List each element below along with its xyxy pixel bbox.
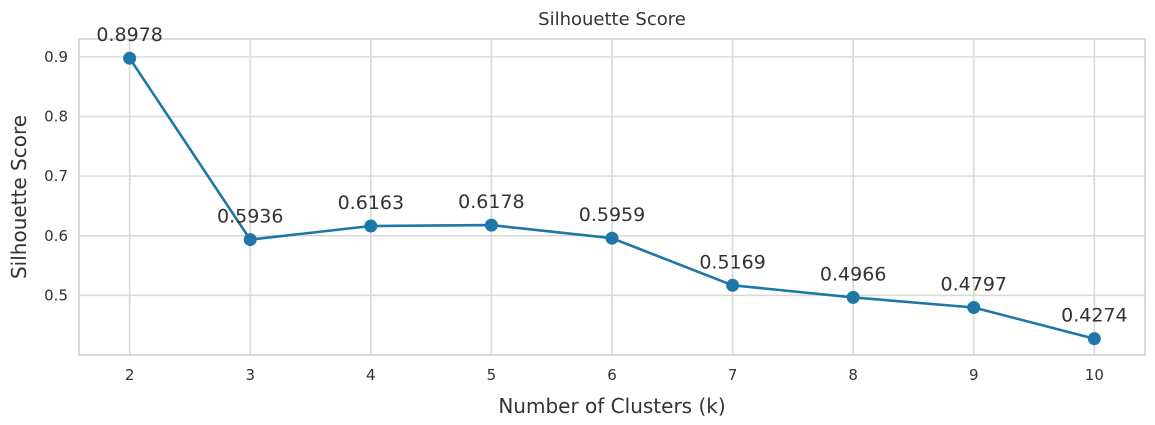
data-point	[726, 278, 740, 292]
y-tick-label: 0.9	[44, 48, 68, 66]
data-label: 0.4966	[820, 263, 886, 285]
data-label: 0.5936	[217, 206, 283, 228]
data-point	[243, 233, 257, 247]
data-point	[484, 218, 498, 232]
data-point	[846, 290, 860, 304]
y-tick-label: 0.5	[44, 286, 68, 304]
data-label: 0.4274	[1061, 305, 1127, 327]
chart-title: Silhouette Score	[538, 9, 686, 30]
x-tick-label: 5	[487, 366, 497, 384]
x-tick-label: 8	[848, 366, 858, 384]
y-tick-label: 0.6	[44, 227, 68, 245]
x-tick-label: 3	[245, 366, 255, 384]
y-tick-label: 0.8	[44, 108, 68, 126]
x-tick-label: 9	[969, 366, 979, 384]
plot-frame	[78, 38, 1146, 356]
x-tick-label: 7	[728, 366, 738, 384]
data-label: 0.8978	[96, 24, 162, 46]
data-point	[364, 219, 378, 233]
series: 0.8978 0.5936 0.6163 0.6178 0.5959 0.5169 0.49…	[96, 24, 1128, 346]
data-label: 0.6178	[458, 191, 524, 213]
data-label: 0.4797	[941, 273, 1007, 295]
x-tick-label: 4	[366, 366, 376, 384]
data-label: 0.6163	[338, 192, 404, 214]
data-label: 0.5169	[699, 251, 765, 273]
x-tick-label: 10	[1085, 366, 1104, 384]
data-point	[967, 300, 981, 314]
data-label: 0.5959	[579, 204, 645, 226]
data-point	[1087, 332, 1101, 346]
grid	[79, 39, 1145, 355]
x-tick-label: 2	[125, 366, 135, 384]
data-point	[123, 51, 137, 65]
y-axis-label: Silhouette Score	[7, 115, 31, 279]
data-point	[605, 231, 619, 245]
x-axis-label: Number of Clusters (k)	[498, 394, 725, 418]
ticks: 2 3 4 5 6 7 8 9 10 0.5 0.6 0.7 0.8 0.9	[44, 48, 1104, 384]
x-tick-label: 6	[607, 366, 617, 384]
y-tick-label: 0.7	[44, 167, 68, 185]
